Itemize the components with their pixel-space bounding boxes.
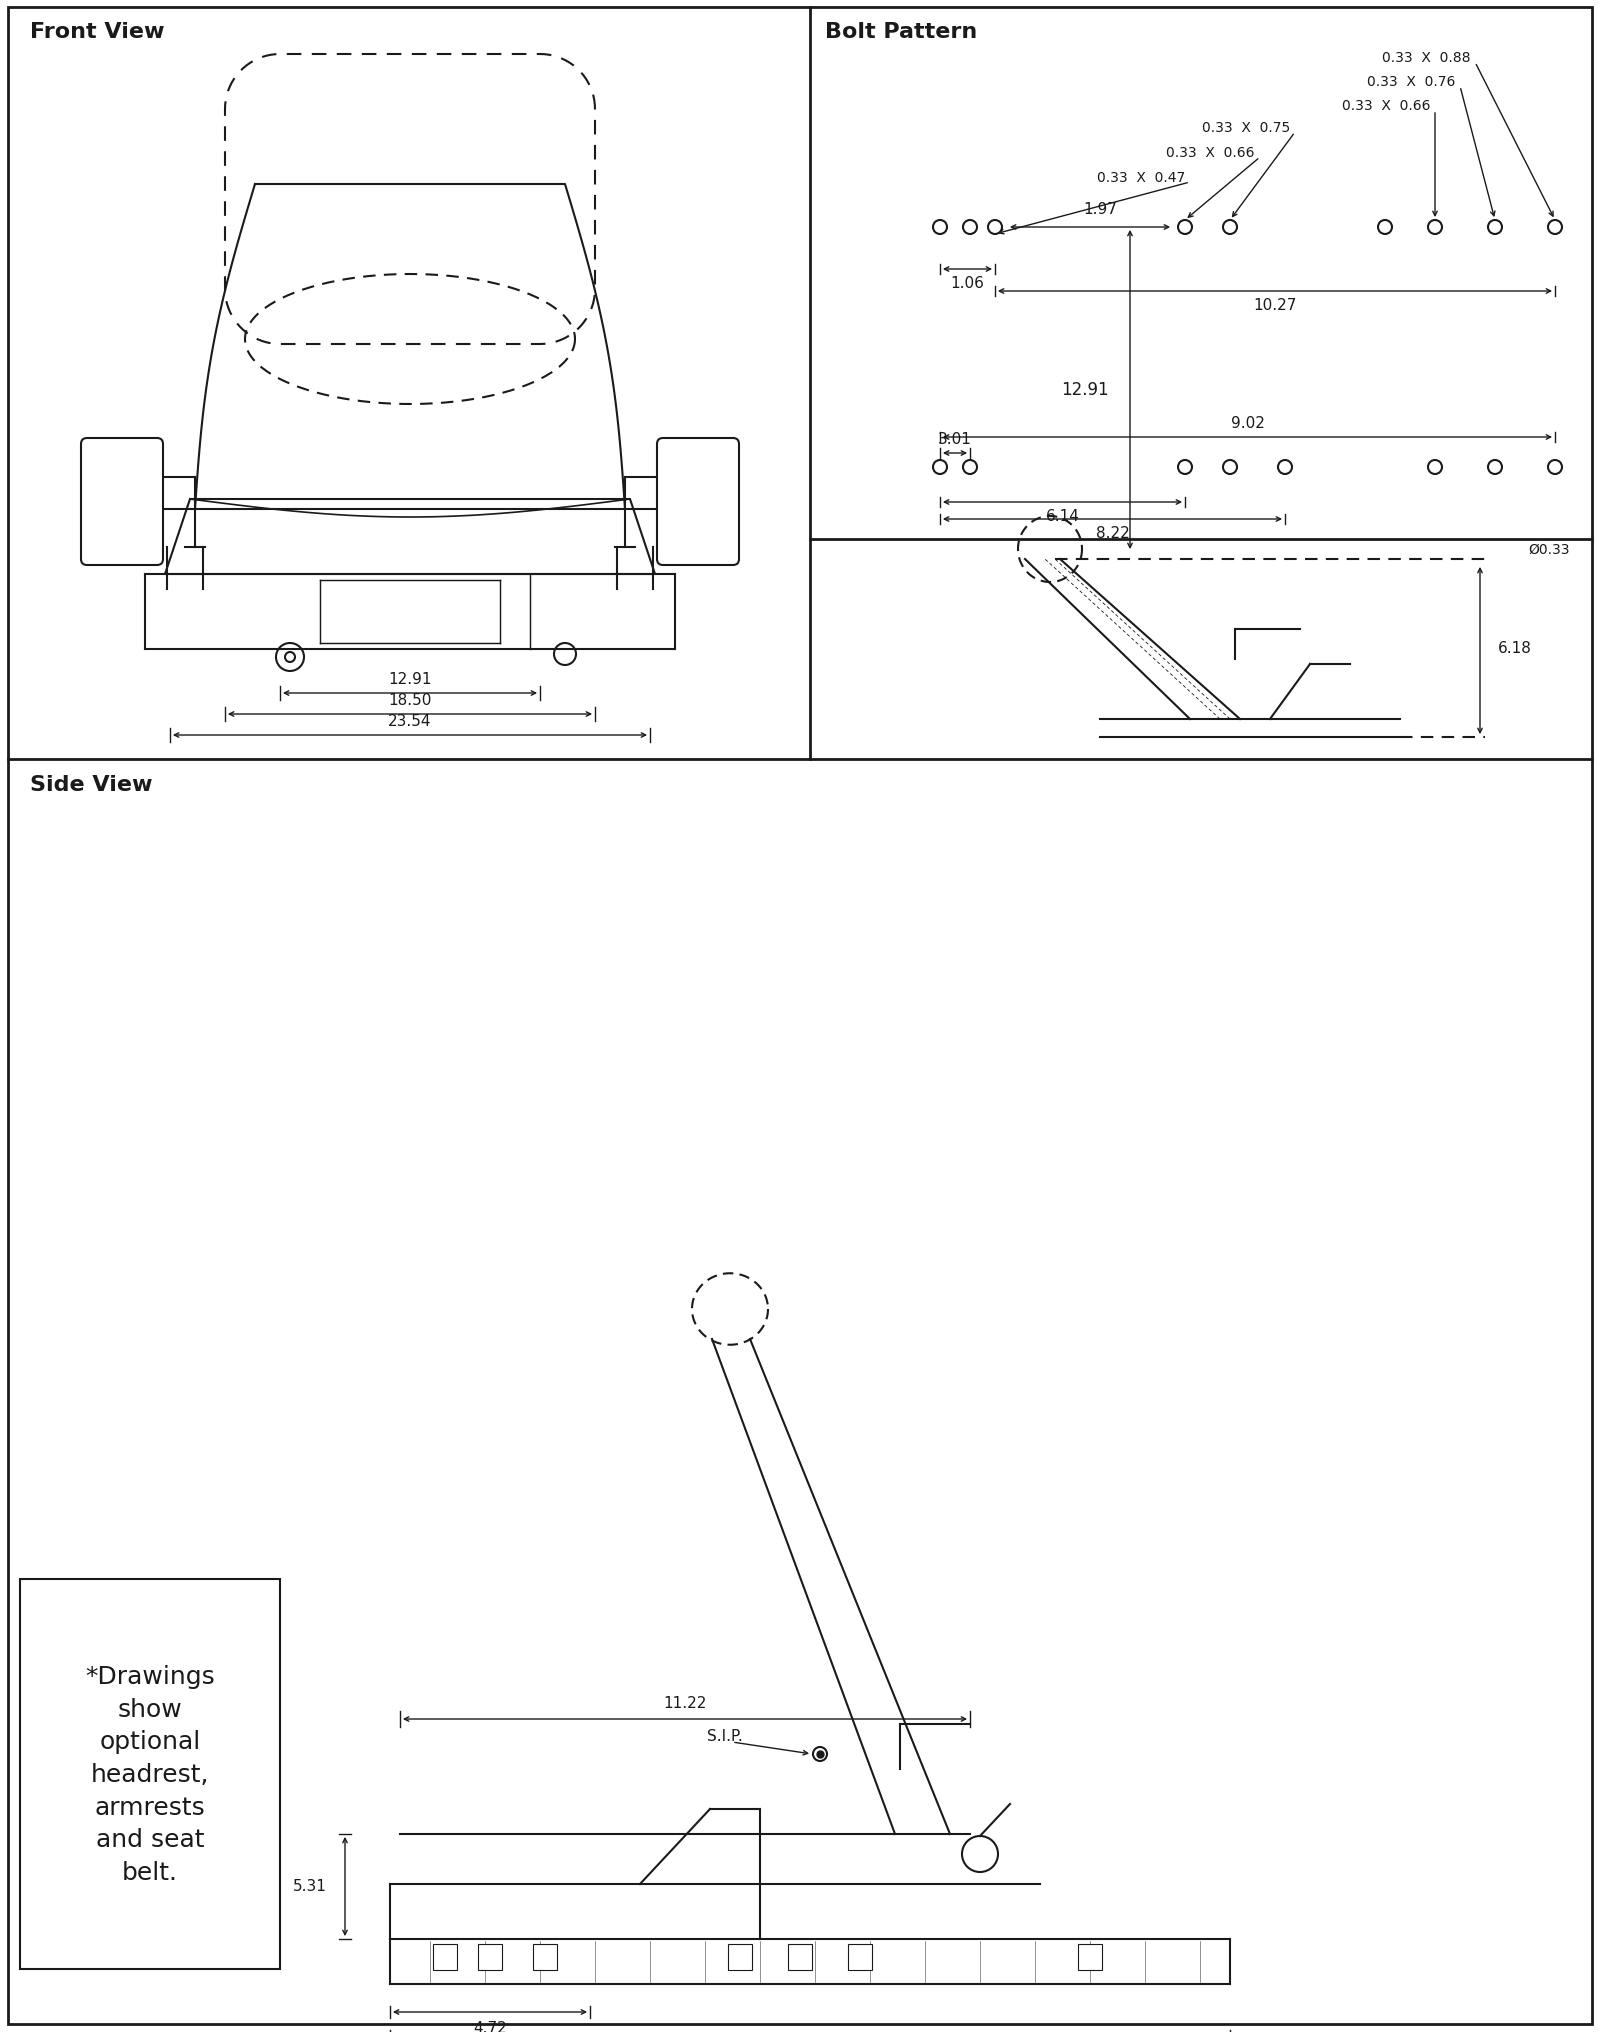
FancyBboxPatch shape — [658, 439, 739, 565]
Bar — [728, 1945, 752, 1971]
Text: S.I.P.: S.I.P. — [707, 1729, 742, 1743]
Text: Ø0.33: Ø0.33 — [1528, 543, 1570, 557]
Text: 8.22: 8.22 — [1096, 526, 1130, 541]
Text: 10.27: 10.27 — [1253, 299, 1296, 313]
Text: 11.22: 11.22 — [664, 1695, 707, 1711]
Text: 0.33  X  0.66: 0.33 X 0.66 — [1166, 146, 1254, 161]
Text: 23.54: 23.54 — [389, 713, 432, 729]
Text: 4.72: 4.72 — [474, 2020, 507, 2032]
Bar — [478, 1945, 502, 1971]
Text: 3.01: 3.01 — [938, 433, 971, 447]
Text: 1.06: 1.06 — [950, 276, 984, 291]
Text: 6.14: 6.14 — [1045, 510, 1080, 524]
Bar — [848, 1945, 872, 1971]
Text: Front View: Front View — [30, 22, 165, 43]
Text: 5.31: 5.31 — [293, 1878, 326, 1894]
Text: 6.18: 6.18 — [1498, 642, 1531, 656]
Text: Bolt Pattern: Bolt Pattern — [826, 22, 978, 43]
Text: 0.33  X  0.66: 0.33 X 0.66 — [1341, 100, 1430, 114]
Text: 18.50: 18.50 — [389, 693, 432, 707]
Text: 0.33  X  0.88: 0.33 X 0.88 — [1381, 51, 1470, 65]
Text: Side View: Side View — [30, 774, 152, 795]
Bar — [533, 1945, 557, 1971]
Text: *Drawings
show
optional
headrest,
armrests
and seat
belt.: *Drawings show optional headrest, armres… — [85, 1664, 214, 1884]
Text: 0.33  X  0.76: 0.33 X 0.76 — [1366, 75, 1454, 89]
Text: 12.91: 12.91 — [389, 673, 432, 687]
Text: 0.33  X  0.75: 0.33 X 0.75 — [1202, 122, 1290, 134]
Text: 9.02: 9.02 — [1230, 417, 1264, 431]
Polygon shape — [165, 500, 654, 575]
FancyBboxPatch shape — [82, 439, 163, 565]
Bar — [1078, 1945, 1102, 1971]
Bar — [434, 1945, 458, 1971]
Text: 12.91: 12.91 — [1061, 380, 1109, 398]
Bar — [19, 1579, 280, 1969]
Text: 1.97: 1.97 — [1083, 203, 1117, 217]
Bar — [787, 1945, 813, 1971]
Text: 0.33  X  0.47: 0.33 X 0.47 — [1096, 171, 1186, 185]
